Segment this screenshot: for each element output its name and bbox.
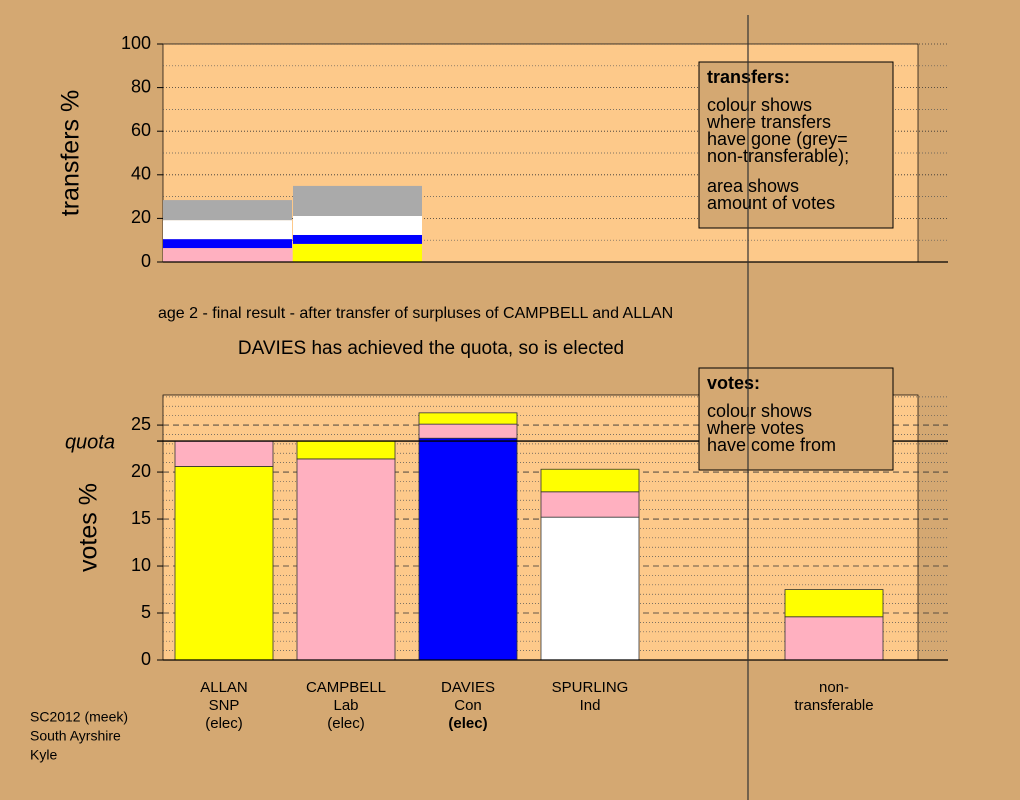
y-tick-label: 60 xyxy=(131,120,151,140)
bar-segment xyxy=(163,239,292,249)
bar-segment xyxy=(784,616,884,661)
note-line: where transfers xyxy=(706,112,831,132)
bar-segment xyxy=(163,220,292,240)
bar-segment xyxy=(293,216,422,235)
y-axis-title: transfers % xyxy=(57,90,85,216)
y-axis-title: votes % xyxy=(75,483,103,572)
footer-line: Kyle xyxy=(30,747,57,763)
x-tick-label: Con xyxy=(454,697,482,714)
bar-segment xyxy=(163,200,292,221)
bar-segment xyxy=(540,491,640,518)
y-tick-label: 20 xyxy=(131,207,151,227)
bar-segment xyxy=(293,243,422,262)
stage-text: age 2 - final result - after transfer of… xyxy=(158,305,673,322)
x-tick-label: Ind xyxy=(580,697,601,714)
status-text: DAVIES has achieved the quota, so is ele… xyxy=(238,338,624,359)
bar-segment xyxy=(296,458,396,661)
note-line: where votes xyxy=(706,418,804,438)
x-tick-label: non- xyxy=(819,679,849,696)
y-tick-label: 20 xyxy=(131,461,151,481)
y-tick-label: 40 xyxy=(131,164,151,184)
footer-line: South Ayrshire xyxy=(30,728,121,744)
bar-segment xyxy=(163,248,292,262)
note-line: colour shows xyxy=(707,401,812,421)
y-tick-label: 10 xyxy=(131,555,151,575)
bar-segment xyxy=(540,516,640,661)
x-tick-label: DAVIES xyxy=(441,679,495,696)
note-box xyxy=(698,61,894,229)
note-line: colour shows xyxy=(707,95,812,115)
bar-segment xyxy=(174,466,274,661)
y-tick-label: 0 xyxy=(141,251,151,271)
note-box xyxy=(698,367,894,471)
bar-segment xyxy=(784,589,884,618)
bar-segment xyxy=(418,412,518,425)
quota-label: quota xyxy=(65,431,115,453)
bar-segment xyxy=(293,185,422,217)
x-tick-label: ALLAN xyxy=(200,679,248,696)
note-line: amount of votes xyxy=(707,193,835,213)
bar-segment xyxy=(540,468,640,493)
bar-segment xyxy=(293,234,422,244)
x-tick-label: SNP xyxy=(209,697,240,714)
y-tick-label: 25 xyxy=(131,414,151,434)
bar-segment xyxy=(174,440,274,467)
footer-line: SC2012 (meek) xyxy=(30,709,128,725)
bar-segment xyxy=(418,423,518,439)
x-tick-label: transferable xyxy=(794,697,873,714)
y-tick-label: 80 xyxy=(131,76,151,96)
x-tick-label: (elec) xyxy=(448,715,487,732)
note-line: area shows xyxy=(707,176,799,196)
y-tick-label: 15 xyxy=(131,508,151,528)
x-tick-label: (elec) xyxy=(205,715,243,732)
x-tick-label: (elec) xyxy=(327,715,365,732)
y-tick-label: 0 xyxy=(141,649,151,669)
note-line: non-transferable); xyxy=(707,146,849,166)
x-tick-label: Lab xyxy=(333,697,358,714)
bar-segment xyxy=(296,440,396,460)
y-tick-label: 5 xyxy=(141,602,151,622)
note-line: have gone (grey= xyxy=(707,129,848,149)
note-line: have come from xyxy=(707,435,836,455)
y-tick-label: 100 xyxy=(121,33,151,53)
note-heading: votes: xyxy=(707,373,760,393)
x-tick-label: SPURLING xyxy=(552,679,629,696)
bar-segment xyxy=(418,437,518,661)
x-tick-label: CAMPBELL xyxy=(306,679,386,696)
